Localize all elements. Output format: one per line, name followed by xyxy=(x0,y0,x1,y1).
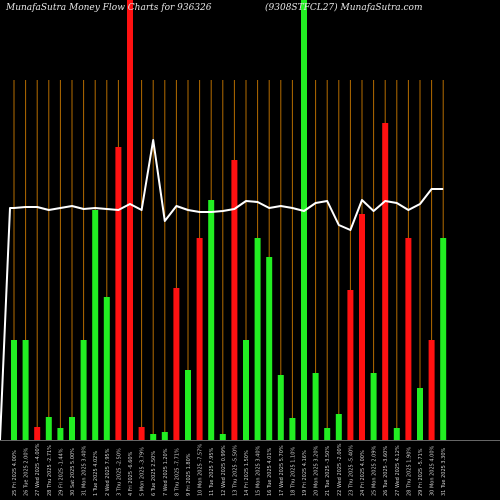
x-tick-label: 22 Wed 2025 -2.00% xyxy=(337,443,343,496)
bar-23 xyxy=(277,375,284,440)
bar-6 xyxy=(80,340,87,440)
bar-33 xyxy=(393,428,400,440)
chart-title: MunafaSutra Money Flow Charts for 936326 xyxy=(6,3,212,13)
bar-11 xyxy=(138,427,145,440)
x-tick-label: 16 Tue 2025 4.01% xyxy=(267,447,273,496)
x-tick-label: 12 Wed 2025 0.99% xyxy=(221,445,227,496)
x-tick-label: 7 Wed 2025 1.20% xyxy=(163,448,169,496)
x-tick-label: 25 Fri 2025 4.00% xyxy=(12,450,18,496)
x-tick-label: 27 Wed 2025 4.12% xyxy=(395,445,401,496)
x-tick-label: 20 Mon 2025 3.20% xyxy=(314,445,320,496)
x-tick-label: 9 Fri 2025 1.80% xyxy=(186,453,192,496)
x-tick-label: 14 Fri 2025 1.50% xyxy=(244,450,250,496)
x-tick-label: 10 Mon 2025 -7.57% xyxy=(198,444,204,496)
x-tick-label: 29 Fri 2025 -1.44% xyxy=(58,448,64,496)
x-tick-label: 5 Mon 2025 -3.79% xyxy=(140,447,146,496)
bar-20 xyxy=(243,340,249,440)
chart-subtitle: (9308STFCL27) MunafaSutra.com xyxy=(265,3,423,13)
bar-16 xyxy=(196,238,203,440)
x-tick-label: 28 Thu 2025 -2.71% xyxy=(47,445,53,496)
x-tick-label: 13 Thu 2025 -5.50% xyxy=(232,445,238,496)
bar-32 xyxy=(382,123,389,440)
x-tick-label: 19 Fri 2025 4.16% xyxy=(302,450,308,496)
bar-0 xyxy=(11,340,17,440)
bar-31 xyxy=(370,373,377,440)
x-tick-label: 3 Thu 2025 -2.50% xyxy=(116,448,122,496)
bar-34 xyxy=(405,238,412,440)
bar-29 xyxy=(347,290,354,440)
x-tick-label: 23 Thu 2025 -5.40% xyxy=(348,445,354,496)
x-tick-label: 17 Wed 2025 5.70% xyxy=(279,445,285,496)
x-tick-label: 15 Mon 2025 3.40% xyxy=(256,445,262,496)
bar-13 xyxy=(161,432,168,440)
bar-24 xyxy=(289,418,296,440)
x-tick-label: 2 Wed 2025 7.95% xyxy=(105,448,111,496)
x-tick-label: 25 Mon 2025 2.09% xyxy=(372,445,378,496)
x-tick-label: 29 Fri 2025 -5.71% xyxy=(418,448,424,496)
bar-4 xyxy=(57,428,64,440)
bar-26 xyxy=(312,373,319,440)
bar-37 xyxy=(440,238,447,440)
x-tick-label: 6 Tue 2025 2.50% xyxy=(151,451,157,496)
x-tick-label: 26 Tue 2025 2.00% xyxy=(24,447,30,496)
x-tick-label: 31 Tue 2025 3.30% xyxy=(441,447,447,496)
bar-28 xyxy=(335,414,342,440)
bar-8 xyxy=(103,297,110,440)
x-tick-label: 27 Wed 2025 -4.00% xyxy=(35,443,41,496)
bar-18 xyxy=(219,434,226,440)
x-tick-label: 4 Fri 2025 -6.60% xyxy=(128,451,134,496)
x-tick-label: 1 Tue 2025 4.02% xyxy=(93,451,99,496)
x-tick-label: 21 Tue 2025 -3.50% xyxy=(325,446,331,496)
x-tick-label: 28 Thu 2025 1.90% xyxy=(406,447,412,496)
x-tick-label: 24 Fri 2025 4.00% xyxy=(360,450,366,496)
bar-22 xyxy=(266,257,273,440)
bar-21 xyxy=(254,238,261,440)
bar-12 xyxy=(150,434,157,440)
bar-2 xyxy=(34,427,41,440)
bar-14 xyxy=(173,288,180,440)
x-tick-label: 26 Tue 2025 -3.60% xyxy=(383,446,389,496)
bar-35 xyxy=(417,388,423,440)
x-tick-label: 30 Sat 2025 5.00% xyxy=(70,448,76,496)
bar-5 xyxy=(69,417,75,440)
bar-10 xyxy=(127,0,133,440)
x-tick-label: 18 Thu 2025 1.10% xyxy=(290,447,296,496)
x-tick-label: 8 Thu 2025 -7.71% xyxy=(174,448,180,496)
bar-19 xyxy=(231,160,238,440)
money-flow-line xyxy=(0,139,444,441)
bar-7 xyxy=(92,210,99,440)
x-tick-label: 31 Mon 2025 3.40% xyxy=(82,445,88,496)
bar-15 xyxy=(185,370,191,440)
bar-9 xyxy=(115,147,122,440)
bar-17 xyxy=(208,200,215,440)
bar-1 xyxy=(22,340,29,440)
bar-30 xyxy=(359,214,365,440)
bar-27 xyxy=(324,428,331,440)
bar-25 xyxy=(301,0,307,440)
bar-3 xyxy=(45,417,52,440)
x-tick-label: 11 Tue 2025 7.95% xyxy=(209,447,215,496)
x-tick-label: 30 Mon 2025 4.00% xyxy=(430,445,436,496)
bar-36 xyxy=(428,340,435,440)
